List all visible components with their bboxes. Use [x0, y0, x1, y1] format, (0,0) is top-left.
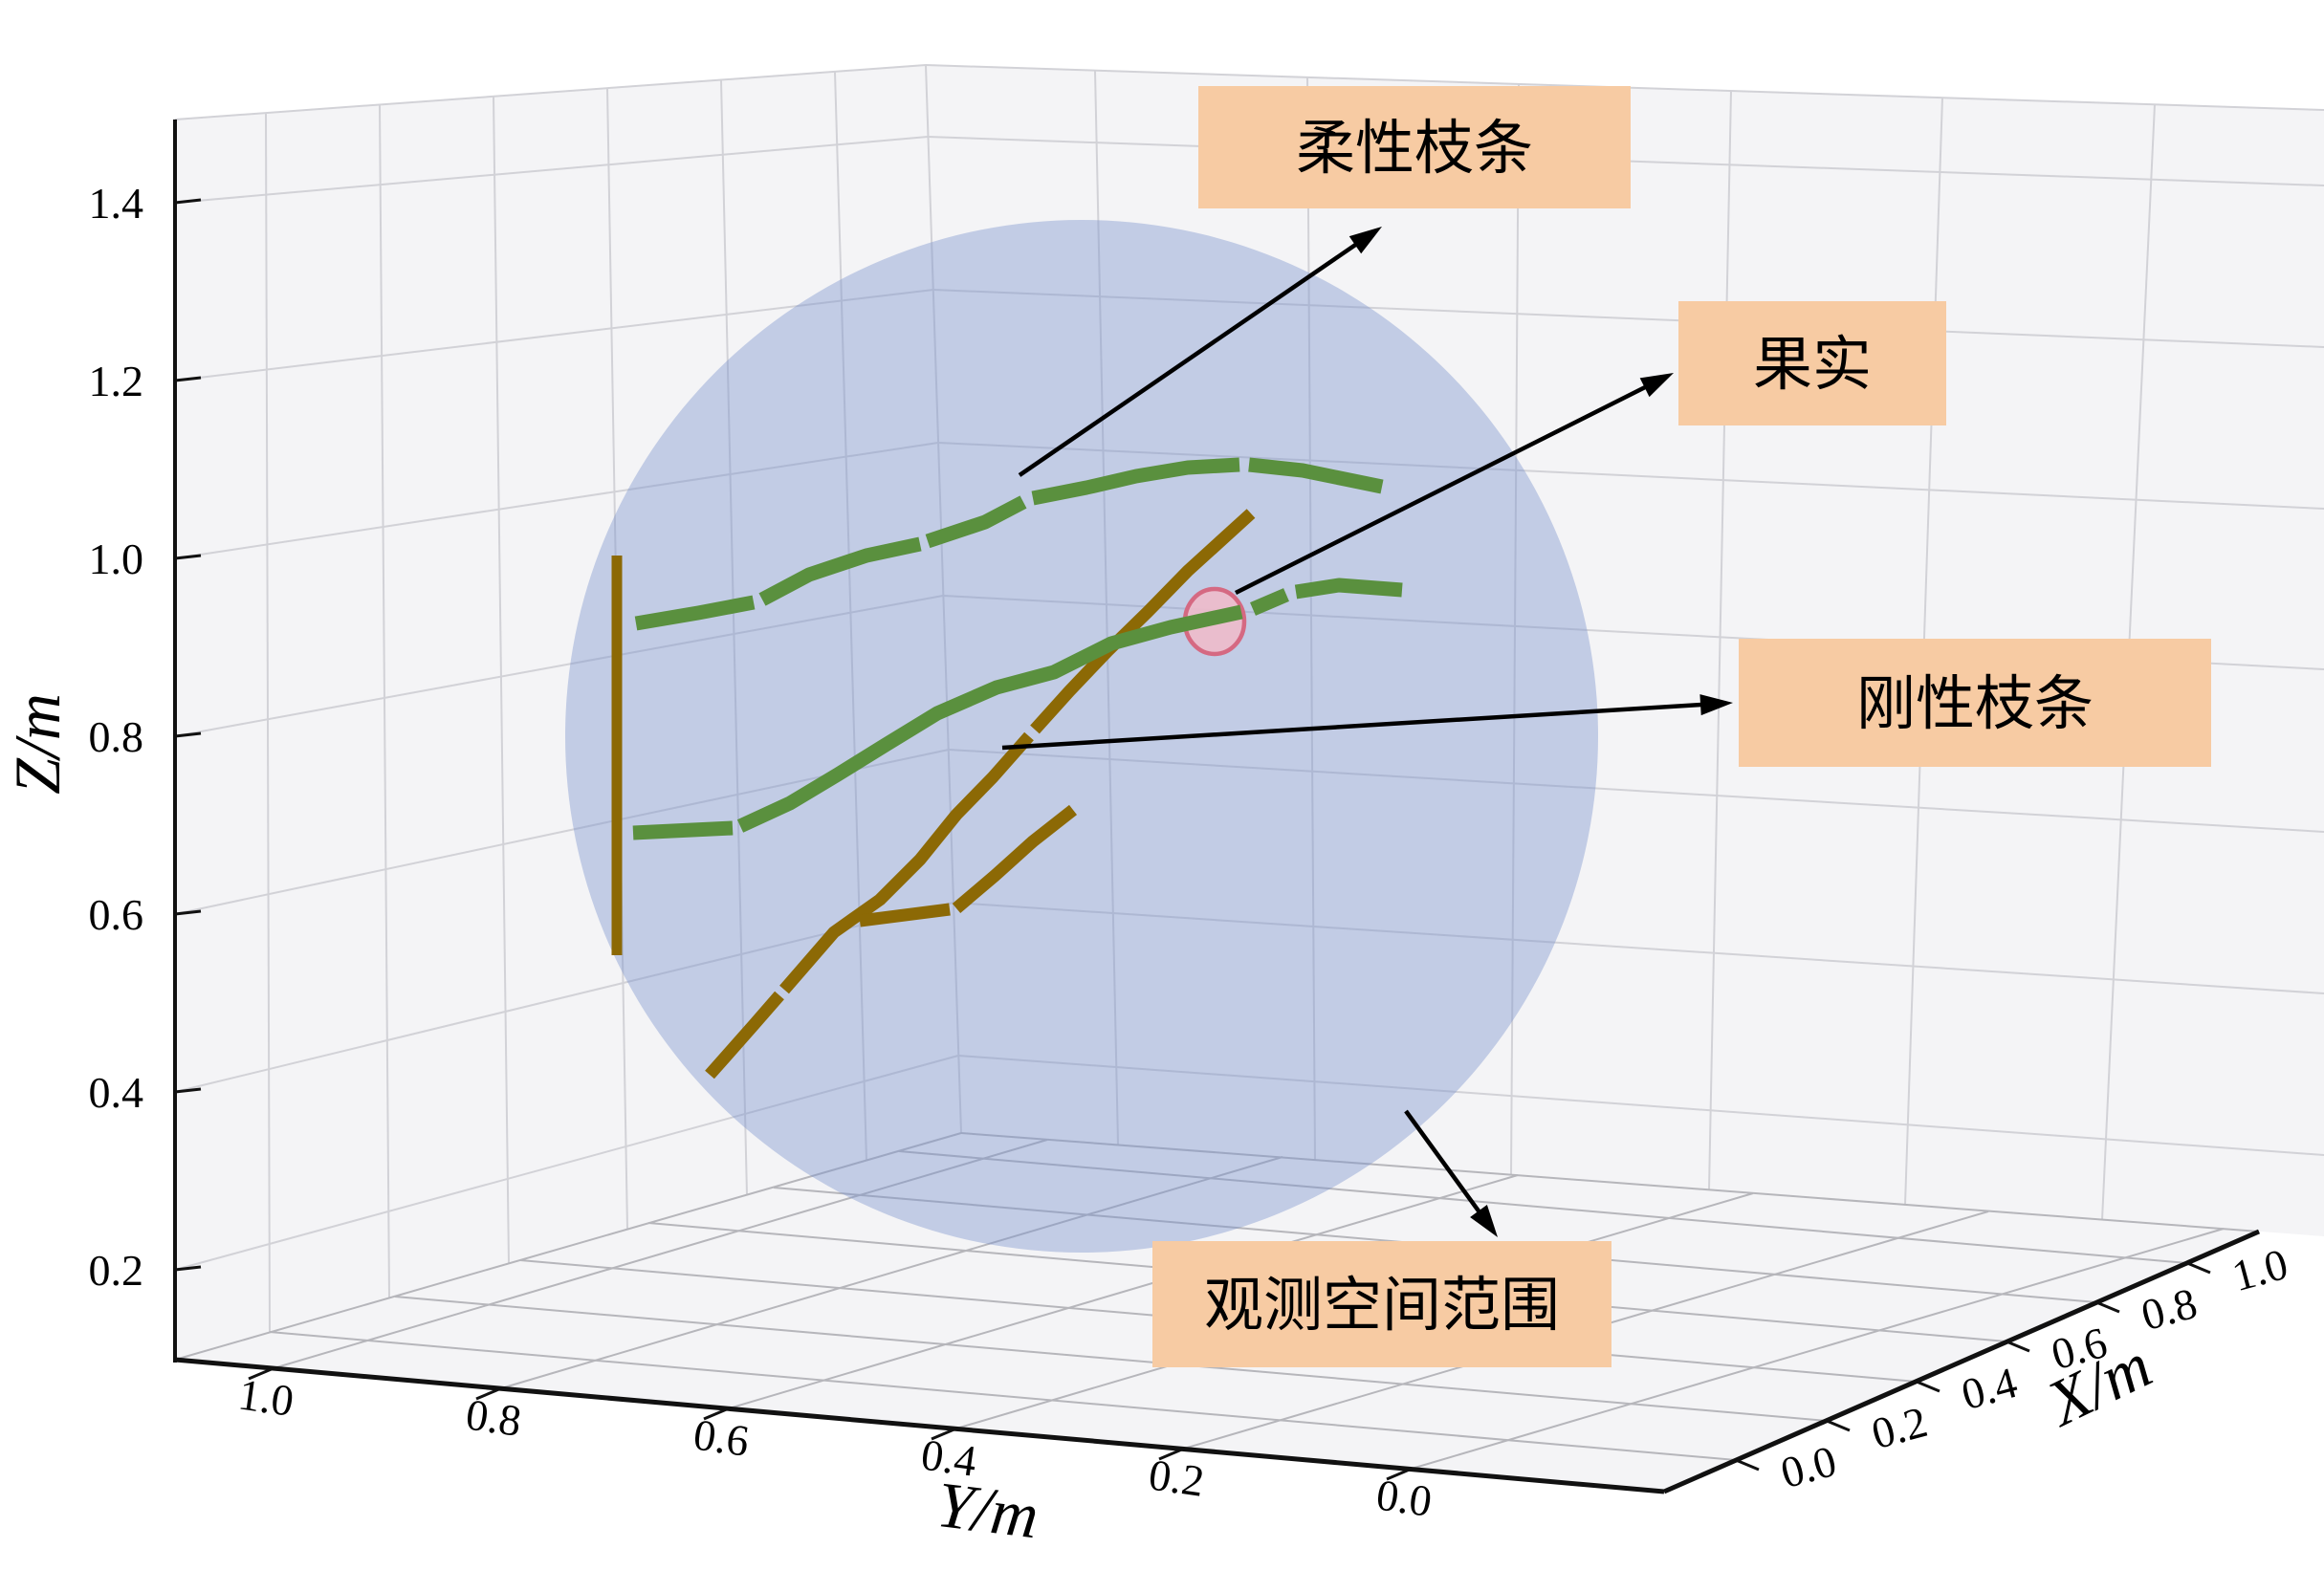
x-tick-label: 0.2 [1867, 1397, 1933, 1458]
z-axis-title: Z/m [1, 693, 74, 795]
left_wall [175, 65, 961, 1360]
y-tick-label: 0.2 [1146, 1450, 1207, 1506]
branches [611, 457, 1384, 1080]
arrow-to-observe-label [1404, 1109, 1498, 1237]
y-tick-label: 1.0 [235, 1369, 296, 1426]
y-tick-label: 0.6 [691, 1409, 752, 1466]
z-tick-label: 1.0 [89, 534, 144, 583]
z-tick-label: 0.6 [89, 890, 144, 939]
arrow-to-fruit-label [1234, 373, 1674, 596]
arrowhead [1348, 227, 1382, 254]
z-tick-label: 1.2 [89, 357, 144, 405]
annotation-label-observe: 观测空间范围 [1204, 1274, 1560, 1339]
floor-gridlines [174, 1132, 2260, 1470]
annotation-box-flexible [1198, 86, 1631, 208]
x-tick-label: 0.0 [1776, 1436, 1842, 1497]
pane-backgrounds [175, 65, 2324, 1492]
arrowhead [1699, 694, 1733, 716]
x-tick-label: 0.8 [2137, 1278, 2203, 1340]
annotation-arrows [1001, 227, 1733, 1237]
rigid-branch-long [705, 509, 1256, 1080]
y-tick-label: 0.8 [463, 1389, 524, 1446]
arrow-to-flexible-label [1018, 227, 1382, 477]
y-tick-label: 0.0 [1373, 1470, 1435, 1526]
y-axis [174, 1357, 1665, 1494]
observation-sphere [565, 220, 1598, 1253]
axis-lines [173, 120, 2261, 1494]
arrowhead [1470, 1205, 1498, 1237]
branches-front [632, 578, 1403, 840]
annotation-label-fruit: 果实 [1753, 333, 1872, 398]
x-tick-label: 0.4 [1957, 1358, 2023, 1419]
observation-sphere-circle [565, 220, 1598, 1253]
annotation-label-rigid: 刚性枝条 [1856, 672, 2094, 737]
y-axis-title: Y/m [933, 1468, 1042, 1552]
arrow-to-rigid-label [1001, 694, 1733, 751]
x-axis [1662, 1229, 2261, 1494]
flexible-branch-bottom [632, 578, 1403, 840]
z-tick-label: 0.2 [89, 1246, 144, 1295]
arrowhead [1639, 373, 1674, 398]
z-tick-label: 0.4 [89, 1068, 144, 1117]
annotation-box-fruit [1678, 301, 1946, 425]
y-tick-label: 0.4 [918, 1429, 979, 1486]
annotation-box-observe [1152, 1241, 1611, 1367]
right_wall [926, 65, 2324, 1236]
annotation-box-rigid [1739, 639, 2211, 767]
flexible-branch-top [634, 457, 1384, 631]
rigid-branch-fork [859, 804, 1078, 927]
z-tick-label: 1.4 [89, 179, 144, 228]
annotation-label-flexible: 柔性枝条 [1296, 117, 1533, 182]
z-tick-label: 0.8 [89, 712, 144, 761]
annotation-boxes: 柔性枝条 果实 刚性枝条 观测空间范围 [1152, 86, 2211, 1367]
x-tick-label: 1.0 [2227, 1239, 2293, 1300]
